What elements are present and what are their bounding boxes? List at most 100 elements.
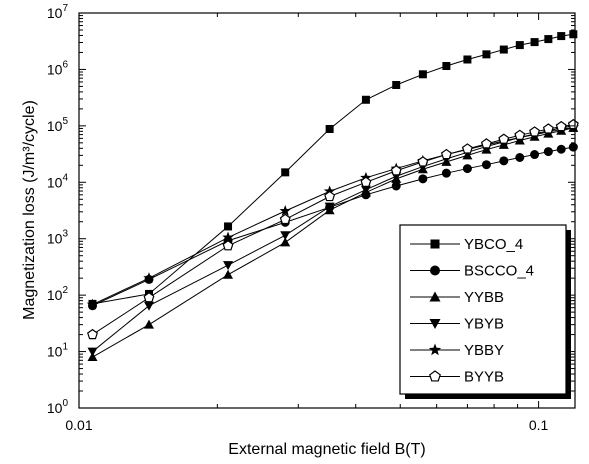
data-point	[499, 45, 508, 54]
y-axis-title: Magnetization loss (J/m³/cycle)	[21, 100, 38, 320]
data-point	[222, 231, 234, 243]
y-tick-label: 102	[47, 285, 69, 303]
legend-marker	[430, 265, 440, 276]
data-point	[143, 291, 155, 303]
data-point	[569, 30, 578, 39]
data-point	[442, 62, 451, 71]
data-point	[544, 35, 553, 44]
data-point	[499, 156, 509, 166]
legend-item: YBBY	[410, 342, 504, 359]
data-point	[87, 347, 98, 357]
data-point	[279, 204, 291, 216]
data-point	[556, 144, 566, 154]
x-tick-label: 0.1	[529, 417, 549, 433]
data-point	[462, 164, 472, 174]
data-point	[280, 237, 291, 247]
y-tick-base: 10	[47, 344, 63, 360]
legend-label: YBCO_4	[464, 236, 523, 253]
y-tick-base: 10	[47, 5, 63, 21]
data-point	[557, 32, 566, 41]
y-tick-exponent: 4	[62, 172, 68, 183]
legend-item: YBCO_4	[410, 236, 523, 253]
legend-label: BSCCO_4	[464, 263, 534, 280]
data-point	[482, 50, 491, 59]
y-tick-base: 10	[47, 287, 63, 303]
legend-label: YBBY	[464, 342, 504, 359]
data-point	[390, 165, 402, 176]
y-tick-label: 104	[47, 172, 69, 190]
data-point	[280, 231, 291, 241]
ticks-layer	[78, 12, 575, 409]
y-tick-exponent: 2	[62, 285, 68, 296]
legend-box	[399, 224, 567, 395]
data-point	[360, 185, 371, 195]
data-point	[542, 123, 554, 134]
data-point	[87, 328, 98, 340]
data-point	[361, 95, 370, 104]
y-tick-exponent: 6	[62, 59, 68, 70]
y-tick-label: 101	[47, 342, 69, 360]
y-tick-exponent: 7	[62, 3, 68, 14]
y-tick-base: 10	[47, 174, 63, 190]
legend-item: BSCCO_4	[410, 263, 534, 280]
data-point	[418, 70, 427, 79]
data-point	[281, 168, 290, 177]
y-tick-base: 10	[47, 400, 63, 416]
data-point	[391, 181, 401, 191]
data-point	[481, 160, 491, 170]
y-tick-label: 103	[47, 229, 69, 247]
legend-marker	[430, 239, 440, 249]
y-tick-base: 10	[47, 231, 63, 247]
legend-item: YBYB	[410, 316, 504, 333]
data-point	[143, 272, 155, 284]
data-point	[143, 319, 154, 329]
legend-marker	[428, 343, 442, 356]
x-tick-labels: 0.01 0.1	[65, 417, 548, 433]
data-point	[143, 301, 154, 311]
data-point	[324, 202, 335, 212]
y-tick-exponent: 0	[62, 398, 68, 409]
legend-item: YYBB	[410, 289, 504, 306]
y-tick-exponent: 5	[62, 116, 68, 127]
data-point	[222, 240, 234, 251]
legend-label: BYYB	[464, 369, 504, 386]
data-point	[461, 143, 473, 154]
data-point	[515, 152, 525, 162]
data-point	[515, 41, 524, 50]
plot-frame	[78, 12, 576, 409]
x-tick-label: 0.01	[65, 417, 92, 433]
data-point	[279, 213, 291, 225]
x-axis-title: External magnetic field B(T)	[228, 441, 425, 458]
legend-item: BYYB	[410, 369, 504, 386]
data-point	[530, 38, 539, 47]
data-point	[530, 150, 540, 160]
data-point	[325, 124, 334, 133]
legend-marker	[429, 370, 441, 382]
y-tick-label: 105	[47, 116, 69, 134]
y-tick-exponent: 3	[62, 229, 68, 240]
data-point	[417, 156, 429, 167]
y-tick-label: 107	[47, 3, 69, 21]
data-point	[480, 138, 492, 149]
data-point	[568, 142, 578, 152]
y-tick-label: 100	[47, 398, 69, 416]
y-tick-exponent: 1	[62, 342, 68, 353]
data-point	[543, 147, 553, 157]
data-point	[441, 168, 451, 178]
data-point	[224, 222, 233, 231]
data-point	[392, 80, 401, 89]
y-tick-label: 106	[47, 59, 69, 77]
legend-marker	[429, 291, 441, 302]
legend-label: YYBB	[464, 289, 504, 306]
y-tick-base: 10	[47, 118, 63, 134]
data-point	[418, 174, 428, 184]
data-point	[498, 133, 510, 144]
data-point	[223, 261, 234, 271]
data-point	[555, 120, 567, 132]
data-point	[514, 129, 526, 140]
y-tick-base: 10	[47, 61, 63, 77]
data-point	[463, 55, 472, 64]
data-point	[223, 269, 234, 279]
